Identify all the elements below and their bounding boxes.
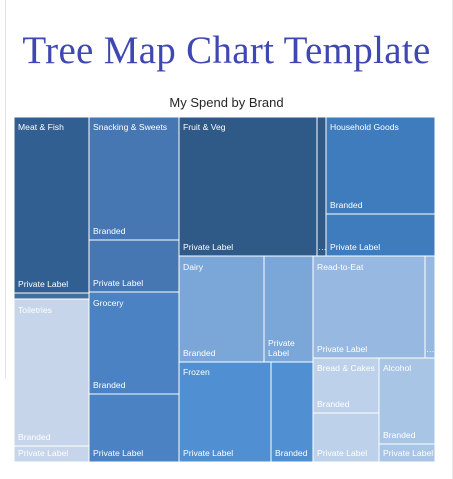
treemap-cell-label: Branded xyxy=(183,348,216,358)
treemap-cell-grocery-branded xyxy=(88,291,180,395)
treemap-cell-alcohol-private-label xyxy=(378,443,436,463)
treemap-cell-label: Private Label xyxy=(18,448,68,458)
chart-title: My Spend by Brand xyxy=(169,95,284,110)
treemap-cell-bread-cakes-private-label xyxy=(312,412,380,463)
treemap-cell-snacking-sweets-private-label xyxy=(88,239,180,293)
treemap-category-label-household-goods: Household Goods xyxy=(330,122,399,132)
treemap-cell-household-goods-private-label xyxy=(325,213,436,257)
treemap-cell-label: Private Label xyxy=(93,278,143,288)
page-frame-left-line xyxy=(5,0,6,378)
treemap-cell-label: Private Label xyxy=(183,448,233,458)
treemap-cell-label: Private Label xyxy=(18,279,68,289)
treemap-category-label-toiletries: Toiletries xyxy=(18,305,52,315)
treemap-category-label-read-to-eat: Read-to-Eat xyxy=(317,262,364,272)
treemap-cell-overflow-ellipsis: … xyxy=(426,344,435,354)
treemap-cell-label: Private Label xyxy=(317,344,367,354)
treemap-cell-grocery-private-label xyxy=(88,393,180,463)
treemap-cell-overflow-ellipsis: … xyxy=(318,242,327,252)
treemap-category-label-snacking-sweets: Snacking & Sweets xyxy=(93,122,167,132)
treemap-cell-read-to-eat-private-label xyxy=(312,255,426,359)
treemap-cell-alcohol-branded xyxy=(378,357,436,445)
treemap-cell-bread-cakes-branded xyxy=(312,357,380,414)
treemap-cell-label: Branded xyxy=(383,430,416,440)
treemap-cell-label: Branded xyxy=(18,432,51,442)
treemap-category-label-dairy: Dairy xyxy=(183,262,204,272)
treemap-cell-label: Branded xyxy=(93,226,126,236)
treemap-cell-toiletries-branded xyxy=(13,298,90,447)
treemap-cell-label-line-1: Private xyxy=(268,338,295,348)
treemap-category-label-grocery: Grocery xyxy=(93,298,124,308)
page-title: Tree Map Chart Template xyxy=(22,29,431,72)
treemap-cell-meat-fish-other xyxy=(13,292,90,300)
treemap-cell-label: Private Label xyxy=(317,448,367,458)
treemap-category-label-meat-fish: Meat & Fish xyxy=(18,122,64,132)
treemap-cell-read-to-eat-other xyxy=(424,255,436,359)
treemap-category-label-alcohol: Alcohol xyxy=(383,363,411,373)
treemap-cell-label: Branded xyxy=(93,380,126,390)
treemap-cell-label: Private Label xyxy=(330,242,380,252)
treemap-cell-frozen-private-label xyxy=(178,361,272,463)
treemap-cell-label: Private Label xyxy=(383,448,433,458)
treemap-cell-label: Private Label xyxy=(183,242,233,252)
treemap-cell-fruit-veg-other xyxy=(316,116,327,257)
treemap-category-label-fruit-veg: Fruit & Veg xyxy=(183,122,226,132)
treemap-cell-snacking-sweets-branded xyxy=(88,116,180,241)
treemap-cell-label: Branded xyxy=(317,399,350,409)
treemap-category-label-bread-cakes: Bread & Cakes xyxy=(317,363,375,373)
treemap-cell-frozen-branded xyxy=(270,361,314,463)
treemap-cell-fruit-veg-private-label xyxy=(178,116,318,257)
treemap-cell-label: Branded xyxy=(330,200,363,210)
treemap-cell-label: Private Label xyxy=(93,448,143,458)
treemap-cell-meat-fish-private-label xyxy=(13,116,90,294)
treemap-cell-label: Branded xyxy=(275,448,308,458)
treemap-category-label-frozen: Frozen xyxy=(183,367,210,377)
treemap-cell-label-line-2: Label xyxy=(268,348,289,358)
